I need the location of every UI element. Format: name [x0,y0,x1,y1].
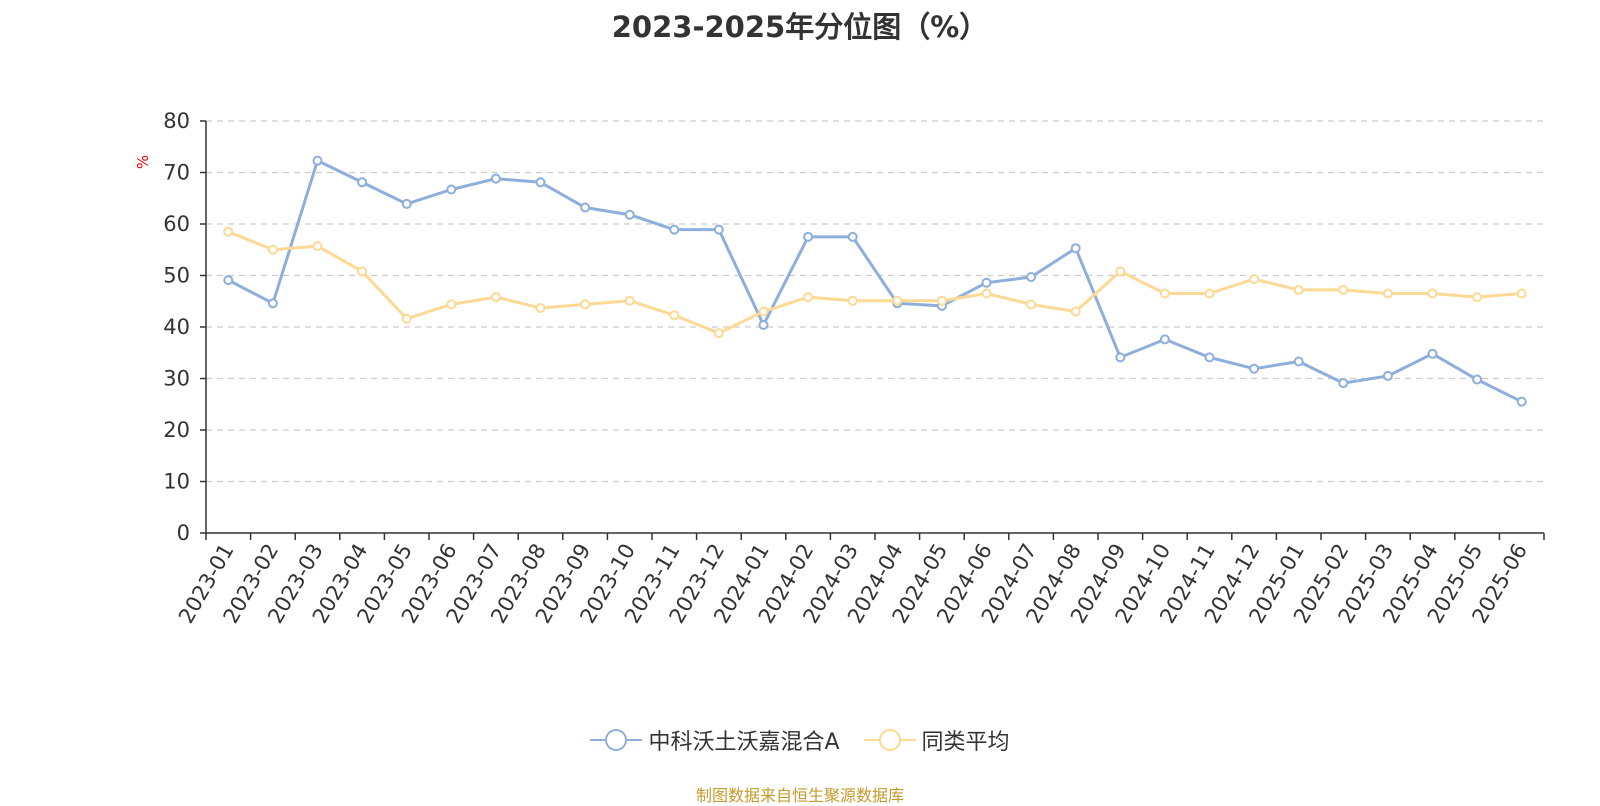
data-point[interactable] [535,302,546,313]
data-point[interactable] [847,295,858,306]
data-point[interactable] [223,226,234,237]
data-point[interactable] [580,202,591,213]
data-point[interactable] [1159,334,1170,345]
data-point[interactable] [758,319,769,330]
y-tick-label: 70 [163,161,190,185]
legend-label-series-1: 中科沃土沃嘉混合A [648,730,840,755]
y-tick-label: 20 [163,418,190,442]
data-point[interactable] [1382,288,1393,299]
chart-title: 2023-2025年分位图（%） [611,10,989,44]
data-point[interactable] [1115,266,1126,277]
data-point[interactable] [357,177,368,188]
y-tick-label: 0 [177,521,190,545]
data-point[interactable] [1516,396,1527,407]
legend-item-series-1[interactable]: 中科沃土沃嘉混合A [590,724,840,756]
data-point[interactable] [1070,306,1081,317]
data-point[interactable] [624,295,635,306]
data-point[interactable] [580,299,591,310]
data-point[interactable] [312,241,323,252]
data-point[interactable] [312,155,323,166]
data-point[interactable] [1249,274,1260,285]
legend-label-series-2: 同类平均 [921,730,1010,755]
data-point[interactable] [1472,292,1483,303]
data-point[interactable] [669,310,680,321]
data-point[interactable] [535,177,546,188]
data-point[interactable] [1427,288,1438,299]
source-footer: 制图数据来自恒生聚源数据库 [695,786,904,805]
legend-item-series-2[interactable]: 同类平均 [863,724,1010,756]
y-tick-label: 10 [163,470,190,494]
grid-lines [206,120,1544,483]
data-point[interactable] [490,292,501,303]
data-point[interactable] [1338,284,1349,295]
data-point[interactable] [357,266,368,277]
data-point[interactable] [1249,363,1260,374]
data-point[interactable] [936,295,947,306]
data-point[interactable] [1204,352,1215,363]
series-group [223,155,1527,407]
data-point[interactable] [669,224,680,235]
data-point[interactable] [981,288,992,299]
data-point[interactable] [1516,288,1527,299]
legend-marker-icon-series-2 [863,729,916,751]
data-point[interactable] [847,231,858,242]
data-point[interactable] [624,209,635,220]
data-point[interactable] [713,224,724,235]
data-point[interactable] [1070,243,1081,254]
y-tick-label: 30 [163,367,190,391]
data-point[interactable] [892,295,903,306]
y-axis-unit-label: % [134,155,152,169]
data-point[interactable] [1293,284,1304,295]
data-point[interactable] [1026,272,1037,283]
data-point[interactable] [713,328,724,339]
data-point[interactable] [267,244,278,255]
data-point[interactable] [803,231,814,242]
data-point[interactable] [981,277,992,288]
y-tick-label: 50 [163,264,190,288]
data-point[interactable] [267,298,278,309]
data-point[interactable] [758,306,769,317]
data-point[interactable] [1159,288,1170,299]
series-line-1 [227,159,1523,404]
data-point[interactable] [223,275,234,286]
data-point[interactable] [401,313,412,324]
y-tick-label: 60 [163,212,190,236]
data-point[interactable] [1115,352,1126,363]
data-point[interactable] [401,198,412,209]
legend: 中科沃土沃嘉混合A 同类平均 [0,724,1600,756]
series-1 [223,155,1527,407]
series-2 [223,226,1527,339]
data-point[interactable] [490,173,501,184]
data-point[interactable] [1026,299,1037,310]
series-line-2 [227,230,1522,335]
data-point[interactable] [803,292,814,303]
data-point[interactable] [1382,370,1393,381]
legend-marker-icon-series-1 [590,729,643,751]
y-tick-label: 40 [163,315,190,339]
y-tick-label: 80 [163,109,190,133]
data-point[interactable] [446,184,457,195]
data-point[interactable] [1293,356,1304,367]
axes: 01020304050607080%2023-012023-022023-032… [134,109,1545,627]
data-point[interactable] [1427,348,1438,359]
data-point[interactable] [1472,374,1483,385]
data-point[interactable] [1338,378,1349,389]
data-point[interactable] [446,299,457,310]
data-point[interactable] [1204,288,1215,299]
line-chart: 01020304050607080%2023-012023-022023-032… [134,109,1545,627]
